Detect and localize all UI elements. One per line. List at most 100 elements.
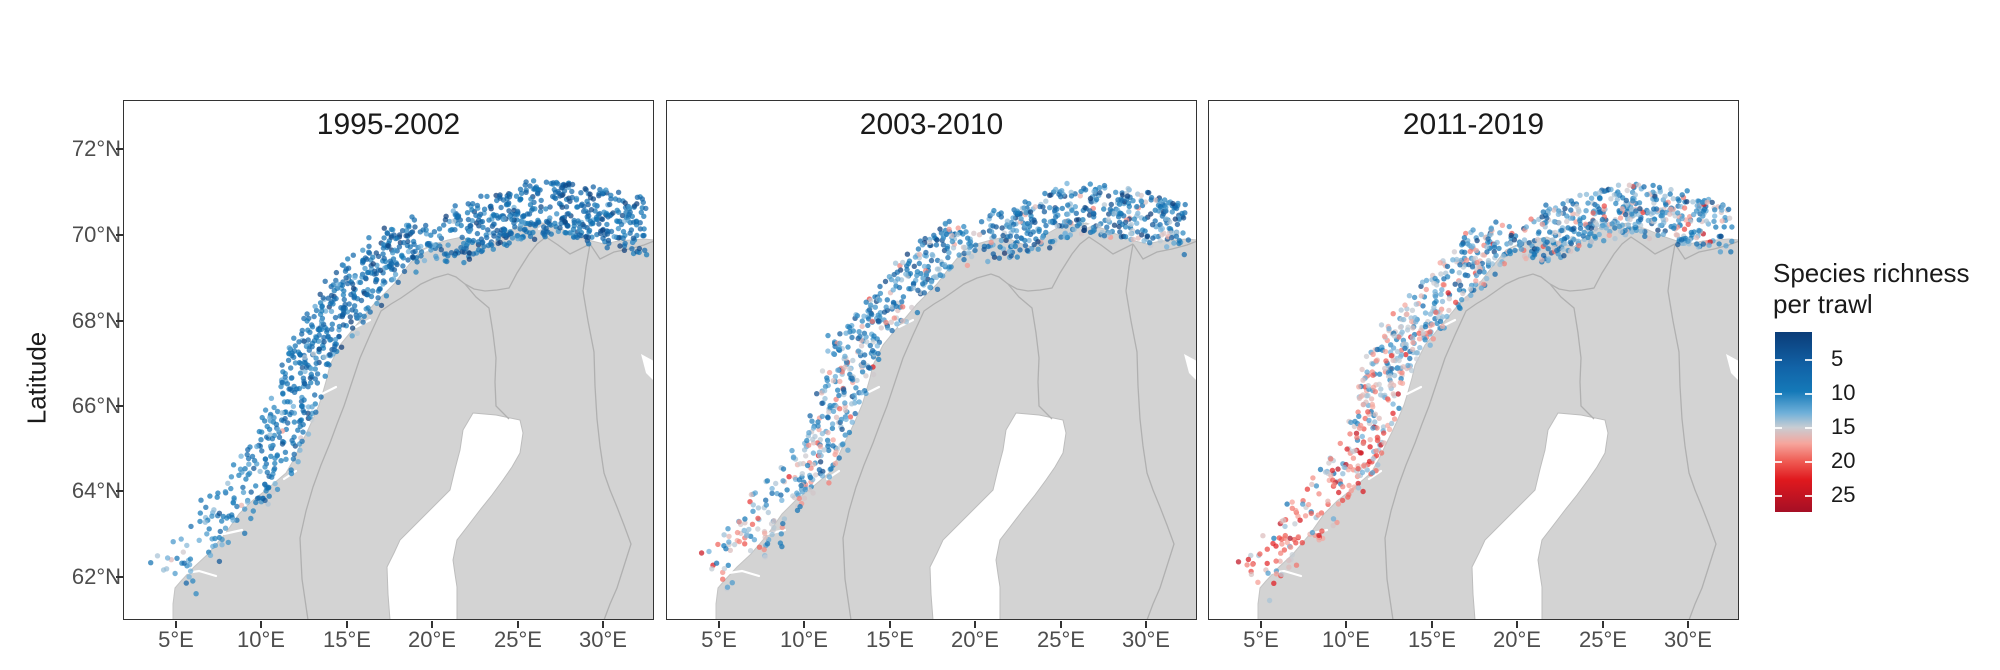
fjord [320, 385, 338, 396]
country-border [299, 273, 466, 619]
y-tick-mark [116, 320, 124, 322]
legend: Species richness per trawl 5 10 15 20 25 [1773, 258, 1970, 512]
y-tick-mark [116, 148, 124, 150]
y-tick-label: 64°N [71, 478, 121, 503]
facet-panel-1995-2002: 1995-2002 [123, 100, 654, 621]
y-tick-label: 68°N [71, 308, 121, 333]
trawl-points [1235, 181, 1735, 604]
fjord [1405, 385, 1423, 396]
x-tick-label: 25°E [1579, 627, 1627, 652]
country-border [1132, 240, 1196, 260]
x-tick-mark [260, 621, 262, 628]
facet-panel-2003-2010: 2003-2010 [666, 100, 1197, 621]
x-tick-mark [431, 621, 433, 628]
y-axis-label: Latitude [21, 331, 52, 425]
facet-strip: 2003-2010 [666, 100, 1197, 151]
fjord [720, 569, 761, 578]
x-tick-mark [1345, 621, 1347, 628]
x-tick-mark [1060, 621, 1062, 628]
country-border [589, 240, 653, 260]
y-tick-label: 72°N [71, 136, 121, 161]
x-tick-mark [889, 621, 891, 628]
colorbar-label: 5 [1831, 346, 1844, 371]
x-tick-mark [517, 621, 519, 628]
gulf-of-bothnia [929, 412, 1067, 619]
country-border [1667, 243, 1717, 619]
x-tick-mark [974, 621, 976, 628]
fjord [177, 569, 218, 578]
colorbar-label: 15 [1831, 414, 1856, 439]
country-border [464, 236, 591, 292]
x-tick-label: 20°E [408, 627, 456, 652]
gulf-of-bothnia [386, 412, 524, 619]
fjord [222, 528, 244, 536]
colorbar-gradient [1775, 332, 1812, 512]
x-tick-label: 25°E [1037, 627, 1085, 652]
x-tick-mark [602, 621, 604, 628]
map-with-points [1235, 181, 1738, 619]
x-tick-mark [803, 621, 805, 628]
y-tick-mark [116, 405, 124, 407]
fjord [1367, 469, 1383, 481]
x-tick-label: 30°E [579, 627, 627, 652]
map-plot-area [1208, 149, 1739, 620]
x-tick-mark [718, 621, 720, 628]
x-tick-label: 5°E [158, 627, 194, 652]
y-tick-label: 66°N [71, 393, 121, 418]
x-tick-label: 15°E [323, 627, 371, 652]
gulf-of-bothnia [1471, 412, 1609, 619]
x-tick-label: 20°E [1493, 627, 1541, 652]
x-tick-label: 30°E [1122, 627, 1170, 652]
x-tick-mark [1516, 621, 1518, 628]
map-with-points [698, 180, 1196, 619]
country-border [1549, 236, 1676, 292]
x-tick-label: 10°E [780, 627, 828, 652]
facet-panel-2011-2019: 2011-2019 [1208, 100, 1739, 621]
facet-strip: 1995-2002 [123, 100, 654, 151]
x-tick-mark [1602, 621, 1604, 628]
y-tick-mark [116, 576, 124, 578]
y-tick-mark [116, 234, 124, 236]
trawl-points [698, 180, 1192, 592]
country-border [1007, 283, 1053, 420]
country-border [1125, 243, 1175, 619]
x-tick-label: 30°E [1664, 627, 1712, 652]
country-border [464, 283, 510, 420]
country-border [842, 273, 1009, 619]
country-border [1674, 240, 1738, 260]
x-tick-label: 20°E [951, 627, 999, 652]
map-plot-area [666, 149, 1197, 620]
legend-title-line1: Species richness [1773, 258, 1970, 288]
facet-strip: 2011-2019 [1208, 100, 1739, 151]
map-plot-area [123, 149, 654, 620]
country-border [1384, 273, 1551, 619]
y-tick-mark [116, 490, 124, 492]
y-tick-label: 70°N [71, 222, 121, 247]
white-sea [1184, 354, 1196, 380]
white-sea [641, 354, 653, 380]
x-tick-label: 15°E [1408, 627, 1456, 652]
x-tick-mark [346, 621, 348, 628]
x-tick-mark [1687, 621, 1689, 628]
x-tick-mark [1260, 621, 1262, 628]
colorbar-label: 10 [1831, 380, 1856, 405]
x-tick-label: 15°E [866, 627, 914, 652]
country-border [582, 243, 632, 619]
x-tick-mark [175, 621, 177, 628]
map-with-points [148, 178, 653, 619]
x-tick-mark [1145, 621, 1147, 628]
colorbar-label: 20 [1831, 448, 1856, 473]
colorbar: 5 10 15 20 25 [1775, 332, 1855, 512]
x-tick-label: 25°E [494, 627, 542, 652]
x-tick-label: 5°E [1243, 627, 1279, 652]
country-border [1007, 236, 1134, 292]
legend-title-line2: per trawl [1773, 289, 1873, 319]
x-tick-label: 10°E [237, 627, 285, 652]
country-border [1549, 283, 1595, 420]
y-tick-label: 62°N [71, 564, 121, 589]
white-sea [1726, 354, 1738, 380]
x-tick-label: 5°E [701, 627, 737, 652]
x-tick-mark [1431, 621, 1433, 628]
x-tick-label: 10°E [1322, 627, 1370, 652]
colorbar-label: 25 [1831, 482, 1856, 507]
